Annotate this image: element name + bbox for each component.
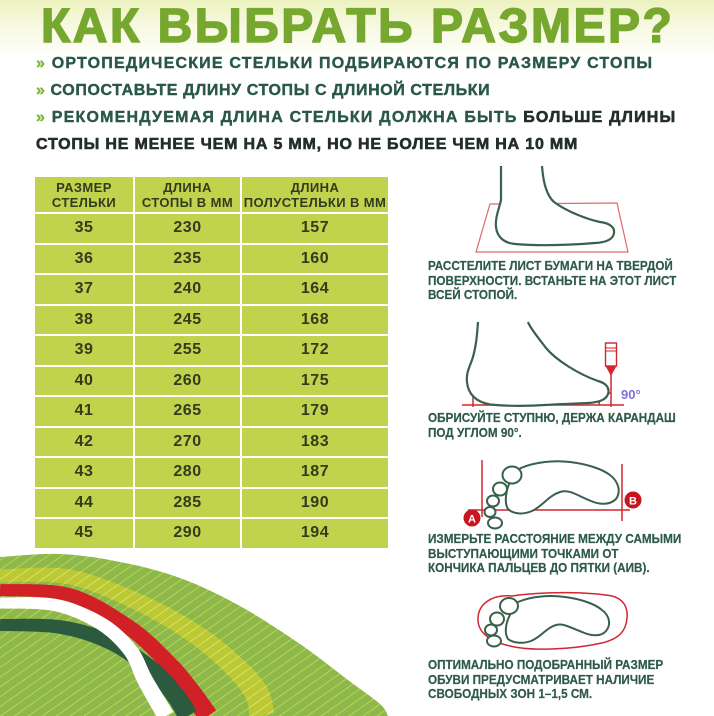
svg-text:90°: 90° — [621, 387, 641, 402]
svg-text:А: А — [468, 514, 476, 526]
svg-text:В: В — [629, 496, 637, 508]
